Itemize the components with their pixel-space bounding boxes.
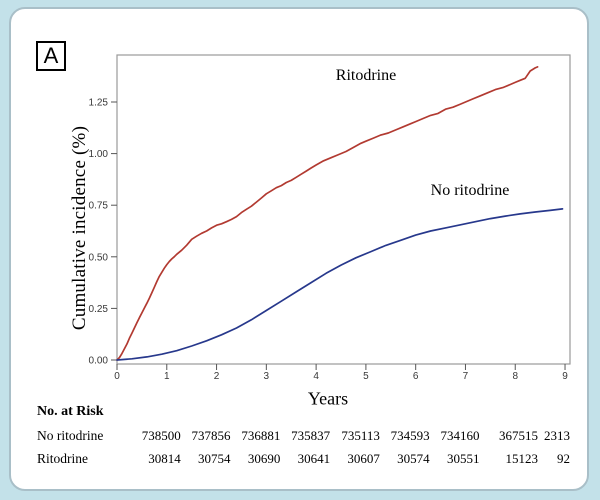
risk-value: 736881 (241, 428, 280, 443)
curve-no-ritodrine (116, 208, 564, 361)
risk-value: 735113 (341, 428, 380, 443)
panel-label: A (43, 43, 59, 68)
risk-value: 30754 (198, 451, 231, 466)
y-tick-label: 0.50 (89, 252, 109, 263)
risk-row-label-no-ritodrine: No ritodrine (37, 428, 104, 443)
y-tick-label: 0.75 (89, 201, 109, 212)
y-tick-label: 0.25 (89, 304, 109, 315)
risk-value: 735837 (291, 428, 331, 443)
risk-value: 367515 (499, 428, 538, 443)
series-label-no-ritodrine: No ritodrine (430, 182, 510, 199)
y-tick-label: 1.25 (89, 98, 109, 109)
risk-value: 30574 (397, 451, 430, 466)
risk-value: 2313 (544, 428, 570, 443)
risk-value: 30551 (447, 451, 480, 466)
risk-value: 30607 (347, 451, 380, 466)
x-tick-label: 7 (463, 371, 469, 382)
x-axis-title: Years (307, 388, 349, 409)
risk-row-label-ritodrine: Ritodrine (37, 451, 88, 466)
risk-value: 737856 (192, 428, 232, 443)
risk-table-title: No. at Risk (37, 404, 104, 419)
risk-value: 30814 (148, 451, 181, 466)
x-tick-label: 4 (313, 371, 319, 382)
risk-value: 92 (557, 451, 570, 466)
y-tick-label: 0.00 (89, 356, 109, 367)
x-tick-label: 3 (264, 371, 270, 382)
risk-value: 738500 (142, 428, 181, 443)
risk-value: 734593 (391, 428, 430, 443)
figure-card (9, 7, 589, 491)
risk-value: 30641 (298, 451, 331, 466)
curve-ritodrine (116, 66, 539, 361)
y-tick-label: 1.00 (89, 149, 109, 160)
x-tick-label: 5 (363, 371, 369, 382)
x-tick-label: 1 (164, 371, 170, 382)
risk-value: 30690 (248, 451, 281, 466)
x-tick-label: 8 (512, 371, 518, 382)
panel-label-box: A (36, 41, 66, 71)
x-tick-label: 6 (413, 371, 419, 382)
risk-value: 734160 (440, 428, 479, 443)
series-label-ritodrine: Ritodrine (335, 67, 397, 84)
risk-value: 15123 (506, 451, 539, 466)
x-tick-label: 2 (214, 371, 220, 382)
x-tick-label: 0 (114, 371, 120, 382)
x-tick-label: 9 (562, 371, 568, 382)
y-axis-title: Cumulative incidence (%) (69, 125, 90, 331)
plot-border (116, 54, 571, 365)
